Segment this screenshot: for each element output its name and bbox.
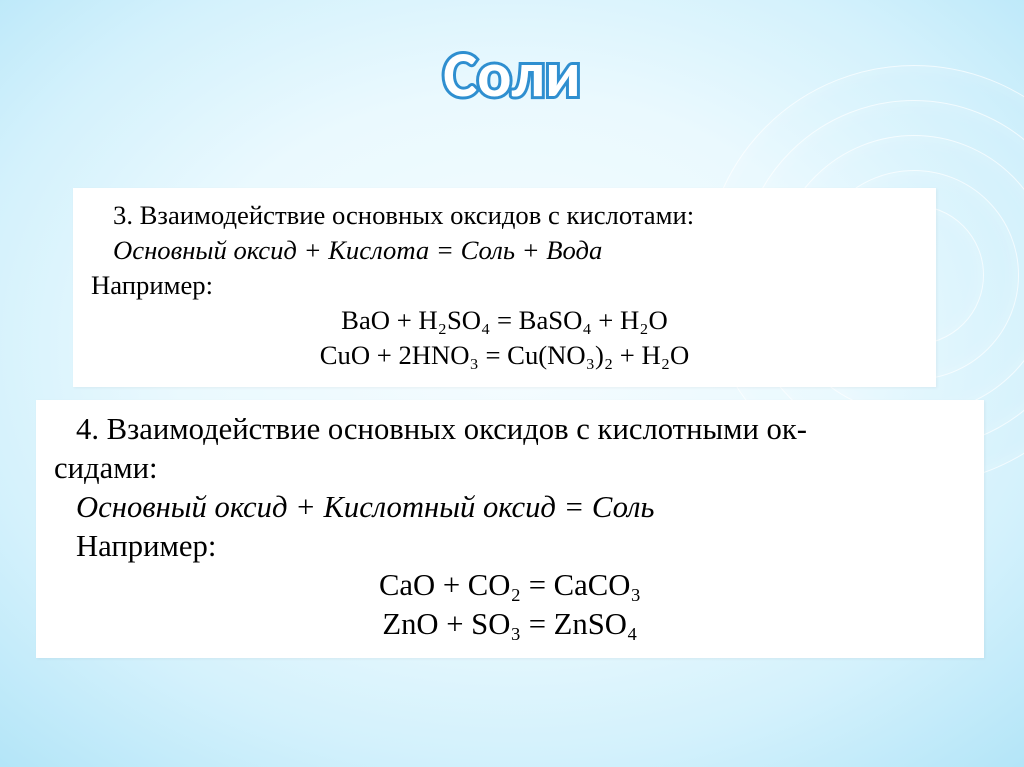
card1-example-label: Например: [91, 270, 918, 301]
card2-equation-1: CaO + CO₂ = CaCO₃ [54, 568, 966, 603]
card2-example-label: Например: [54, 529, 966, 564]
card1-scheme: Основный оксид + Кислота = Соль + Вода [91, 235, 918, 266]
card-acid-reaction: 3. Взаимодействие основных оксидов с кис… [73, 188, 936, 387]
card2-scheme: Основный оксид + Кислотный оксид = Соль [54, 490, 966, 525]
card2-heading-b: сидами: [54, 451, 966, 486]
card-oxide-reaction: 4. Взаимодействие основных оксидов с кис… [36, 400, 984, 658]
card2-equation-2: ZnO + SO₃ = ZnSO₄ [54, 607, 966, 642]
card1-equation-1: BaO + H₂SO₄ = BaSO₄ + H₂O [91, 305, 918, 336]
card1-heading: 3. Взаимодействие основных оксидов с кис… [91, 200, 918, 231]
slide-title: Соли Соли [0, 36, 1024, 114]
card1-equation-2: CuO + 2HNO₃ = Cu(NO₃)₂ + H₂O [91, 340, 918, 371]
card2-heading-a: 4. Взаимодействие основных оксидов с кис… [54, 412, 966, 447]
